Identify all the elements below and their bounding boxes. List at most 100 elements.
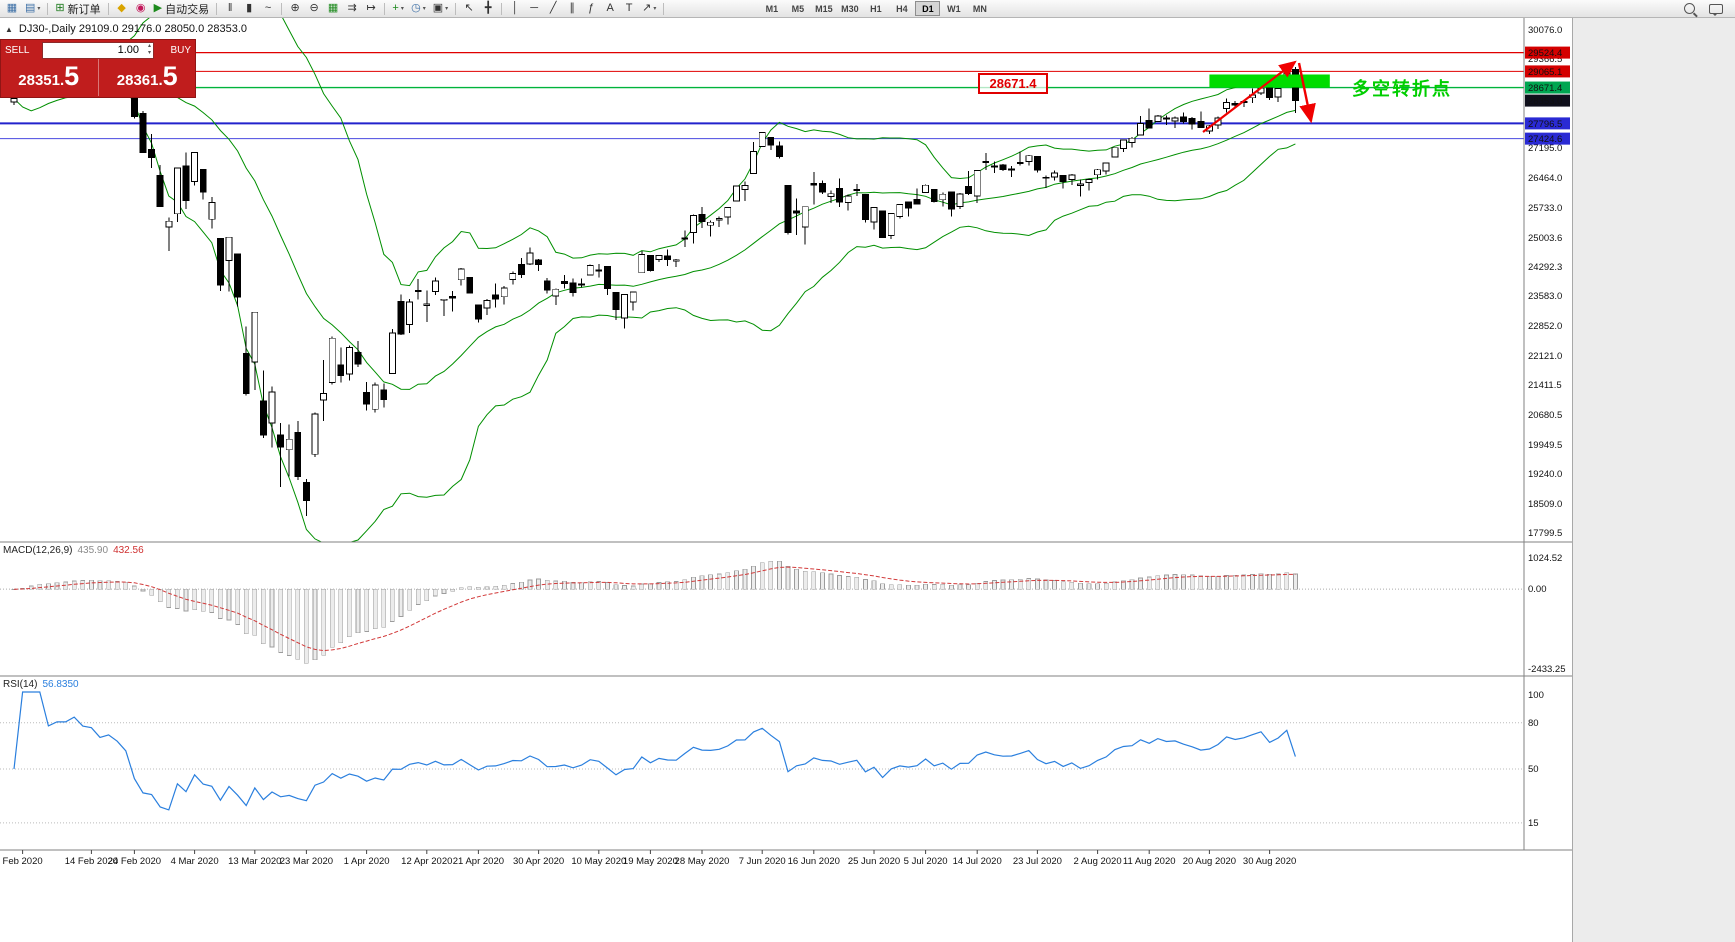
svg-text:14 Jul 2020: 14 Jul 2020 xyxy=(953,856,1002,867)
toolbar-right-group xyxy=(1680,1,1732,17)
indicators-button[interactable]: + ▾ xyxy=(389,1,407,17)
candlestick-type-button[interactable]: ▮ xyxy=(240,1,258,17)
rsi-axis: 100 80 50 15 xyxy=(1528,690,1544,829)
svg-text:1 Apr 2020: 1 Apr 2020 xyxy=(344,856,390,867)
svg-text:17799.5: 17799.5 xyxy=(1528,528,1562,539)
svg-text:27796.5: 27796.5 xyxy=(1528,119,1562,130)
svg-text:24292.3: 24292.3 xyxy=(1528,262,1562,273)
chat-bubble-icon xyxy=(1709,3,1723,16)
text-label-icon: T xyxy=(625,2,633,14)
svg-text:25 Jun 2020: 25 Jun 2020 xyxy=(848,856,900,867)
auto-trading-button[interactable]: ▶ 自动交易 xyxy=(151,1,212,17)
vertical-line-button[interactable]: │ xyxy=(506,1,524,17)
svg-text:22121.0: 22121.0 xyxy=(1528,351,1562,362)
new-order-icon: ⊞ xyxy=(55,2,65,14)
svg-text:18509.0: 18509.0 xyxy=(1528,499,1562,510)
horizontal-line-button[interactable]: ─ xyxy=(525,1,543,17)
auto-scroll-icon: ⇉ xyxy=(347,2,357,14)
dropdown-caret-icon: ▾ xyxy=(37,6,41,12)
turning-point-note[interactable]: 多空转折点 xyxy=(1352,79,1452,99)
fibonacci-icon: ƒ xyxy=(588,2,595,14)
history-center-icon[interactable]: ◉ xyxy=(132,1,150,17)
equidistant-channel-icon: ∥ xyxy=(569,2,575,14)
svg-text:2 Aug 2020: 2 Aug 2020 xyxy=(1074,856,1122,867)
timeframe-d1-button[interactable]: D1 xyxy=(915,1,941,16)
dropdown-caret-icon: ▾ xyxy=(422,6,426,12)
svg-text:29065.1: 29065.1 xyxy=(1528,67,1562,78)
favorites-icon[interactable]: ◆ xyxy=(113,1,131,17)
chart-shift-button[interactable]: ↦ xyxy=(362,1,380,17)
periods-button[interactable]: ◷ ▾ xyxy=(408,1,429,17)
one-click-buttons: 28351. 5 28361. 5 xyxy=(0,59,196,96)
profiles-icon: ▤ xyxy=(25,2,36,14)
chart-canvas[interactable]: 30076.0 29366.5 27195.0 26464.0 25733.0 25003… xyxy=(0,18,1572,942)
svg-text:20680.5: 20680.5 xyxy=(1528,410,1562,421)
timeframe-h4-button[interactable]: H4 xyxy=(896,3,908,14)
sell-label: SELL xyxy=(5,44,30,56)
bar-chart-type-button[interactable]: ‖ xyxy=(221,1,239,17)
price-annotation-box[interactable]: 28671.4 xyxy=(978,73,1048,94)
cursor-button[interactable]: ↖ xyxy=(460,1,478,17)
search-button[interactable] xyxy=(1680,1,1698,17)
new-order-button[interactable]: ⊞ 新订单 xyxy=(52,1,103,17)
templates-button[interactable]: ▣ ▾ xyxy=(430,1,451,17)
toolbar: ▦ ▤ ▾ ⊞ 新订单 ◆ ◉ ▶ 自动交易 ‖ ▮ ~ ⊕ ⊖ ▦ ⇉ ↦ + ▾ ◷ ▾ ▣ ▾ ↖ ╋ │ ─ ╱ ∥ ƒ A T ↗ ▾ M… xyxy=(0,0,1735,18)
dropdown-caret-icon: ▾ xyxy=(445,6,449,12)
svg-text:21411.5: 21411.5 xyxy=(1528,380,1562,391)
zoom-in-button[interactable]: ⊕ xyxy=(286,1,304,17)
auto-scroll-button[interactable]: ⇉ xyxy=(343,1,361,17)
svg-text:23 Jul 2020: 23 Jul 2020 xyxy=(1013,856,1062,867)
profiles-button[interactable]: ▤ ▾ xyxy=(22,1,43,17)
rsi-pane xyxy=(0,691,1524,824)
svg-text:16 Jun 2020: 16 Jun 2020 xyxy=(788,856,840,867)
one-click-top-row: SELL 1.00 ▴ ▾ BUY xyxy=(0,39,196,59)
text-label-button[interactable]: T xyxy=(620,1,638,17)
timeframe-m15-button[interactable]: M15 xyxy=(815,3,833,14)
symbol-ohlc-text: DJ30-,Daily 29109.0 29176.0 28050.0 2835… xyxy=(18,23,248,35)
svg-text:4 Mar 2020: 4 Mar 2020 xyxy=(171,856,219,867)
volume-input[interactable]: 1.00 ▴ ▾ xyxy=(42,41,154,59)
svg-text:28353.0: 28353.0 xyxy=(1528,96,1562,107)
vertical-line-icon: │ xyxy=(511,2,519,14)
text-button[interactable]: A xyxy=(601,1,619,17)
svg-text:0.00: 0.00 xyxy=(1528,584,1547,595)
pane-separators[interactable] xyxy=(0,18,1572,851)
crosshair-button[interactable]: ╋ xyxy=(479,1,497,17)
timeframe-mn-button[interactable]: MN xyxy=(972,3,987,14)
zoom-out-button[interactable]: ⊖ xyxy=(305,1,323,17)
buy-price: 28361. xyxy=(116,72,163,89)
timeframe-m5-button[interactable]: M5 xyxy=(791,3,805,14)
line-chart-type-button[interactable]: ~ xyxy=(259,1,277,17)
new-chart-button[interactable]: ▦ xyxy=(3,1,21,17)
tile-windows-button[interactable]: ▦ xyxy=(324,1,342,17)
chart-window[interactable]: 30076.0 29366.5 27195.0 26464.0 25733.0 25003… xyxy=(0,18,1572,942)
buy-button[interactable]: 28361. 5 xyxy=(99,59,197,96)
volume-spinner-icon[interactable]: ▴ ▾ xyxy=(147,42,151,56)
sell-button[interactable]: 28351. 5 xyxy=(0,59,99,96)
timeframe-w1-button[interactable]: W1 xyxy=(947,3,961,14)
bar-chart-type-icon: ‖ xyxy=(227,2,233,14)
svg-text:26464.0: 26464.0 xyxy=(1528,173,1562,184)
buy-label: BUY xyxy=(170,44,191,56)
toolbar-separator xyxy=(501,2,503,15)
one-click-toggle-icon[interactable]: ▲ xyxy=(5,24,13,34)
favorites-icon-icon: ◆ xyxy=(117,2,126,14)
trend-arrows[interactable] xyxy=(1202,60,1316,133)
periods-icon: ◷ xyxy=(411,2,421,14)
timeframe-m30-button[interactable]: M30 xyxy=(841,3,859,14)
svg-text:19 May 2020: 19 May 2020 xyxy=(623,856,678,867)
price-axis[interactable]: 30076.0 29366.5 27195.0 26464.0 25733.0 25003… xyxy=(1525,25,1570,539)
timeframe-m1-button[interactable]: M1 xyxy=(765,3,779,14)
indicators-icon: + xyxy=(392,2,399,14)
fibonacci-button[interactable]: ƒ xyxy=(582,1,600,17)
equidistant-channel-button[interactable]: ∥ xyxy=(563,1,581,17)
crosshair-icon: ╋ xyxy=(484,2,492,14)
zoom-out-icon: ⊖ xyxy=(309,2,319,14)
timeframe-h1-button[interactable]: H1 xyxy=(870,3,882,14)
arrows-button[interactable]: ↗ ▾ xyxy=(639,1,659,17)
community-chat-button[interactable] xyxy=(1706,1,1726,17)
svg-text:12 Apr 2020: 12 Apr 2020 xyxy=(401,856,452,867)
trendline-button[interactable]: ╱ xyxy=(544,1,562,17)
svg-text:80: 80 xyxy=(1528,718,1539,729)
